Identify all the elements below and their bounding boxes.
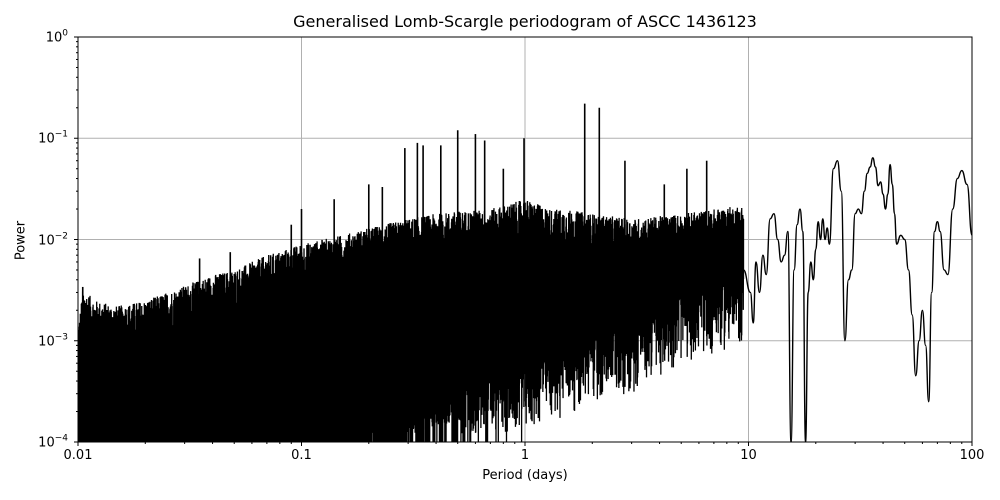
chart-title: Generalised Lomb-Scargle periodogram of … — [293, 12, 757, 31]
periodogram-series — [78, 103, 972, 442]
y-tick-label: 100 — [45, 28, 68, 46]
x-tick-label: 100 — [959, 448, 985, 463]
y-tick-label: 10−3 — [38, 332, 68, 350]
dense-fill — [78, 263, 369, 442]
x-tick-label: 10 — [740, 448, 757, 463]
smooth-trace — [742, 157, 972, 442]
y-tick-label: 10−4 — [38, 433, 68, 451]
x-axis-label: Period (days) — [482, 468, 568, 483]
y-tick-label: 10−1 — [38, 129, 68, 147]
y-tick-label: 10−2 — [38, 231, 68, 248]
y-axis-label: Power — [13, 220, 29, 261]
x-tick-label: 1 — [520, 448, 530, 463]
x-tick-label: 0.1 — [291, 448, 312, 463]
x-tick-label: 0.01 — [63, 448, 93, 463]
